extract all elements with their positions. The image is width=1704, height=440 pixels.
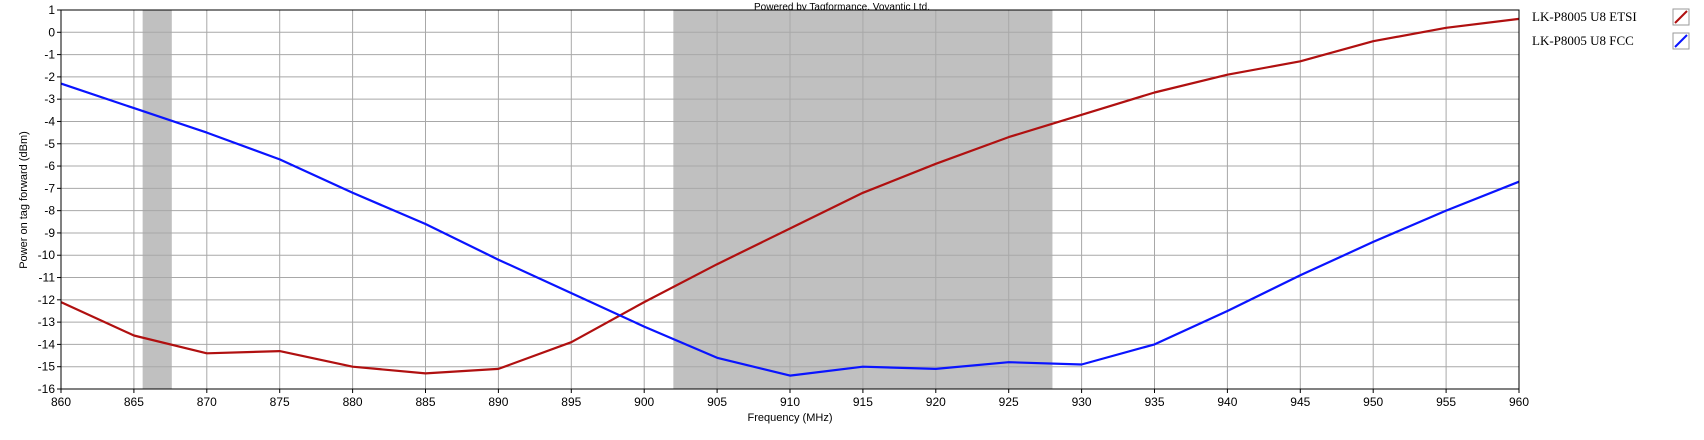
y-tick-label: -2: [44, 70, 55, 84]
x-axis-title: Frequency (MHz): [748, 412, 833, 424]
y-tick-label: -7: [44, 181, 55, 195]
x-tick-label: 905: [707, 395, 727, 409]
plot-frame: [60, 9, 1520, 390]
y-tick-label: -12: [38, 293, 56, 307]
y-axis-title: Power on tag forward (dBm): [18, 131, 30, 269]
series-line: [60, 17, 1520, 375]
y-tick-label: 1: [48, 3, 55, 17]
y-tick-label: -4: [44, 114, 55, 128]
x-tick-label: 885: [415, 395, 435, 409]
x-tick-label: 930: [1072, 395, 1092, 409]
x-tick-label: 860: [51, 395, 71, 409]
y-tick-label: -11: [39, 271, 56, 285]
x-tick-label: 920: [926, 395, 946, 409]
legend-swatch-line: [1674, 10, 1688, 24]
y-tick-label: -13: [38, 315, 56, 329]
x-tick-label: 960: [1509, 395, 1529, 409]
series-line: [60, 82, 1520, 377]
x-tick-label: 915: [853, 395, 873, 409]
y-tick-label: -9: [44, 226, 55, 240]
x-tick-label: 875: [270, 395, 290, 409]
shaded-band: [142, 10, 172, 389]
y-tick-label: 0: [48, 25, 55, 39]
y-tick-label: -6: [44, 159, 55, 173]
x-tick-label: 870: [197, 395, 217, 409]
x-tick-label: 935: [1144, 395, 1164, 409]
grid-lines: [60, 9, 1520, 390]
x-tick-label: 865: [124, 395, 144, 409]
y-tick-label: -16: [38, 382, 56, 396]
x-tick-label: 945: [1290, 395, 1310, 409]
y-tick-label: -14: [38, 337, 56, 351]
x-tick-label: 955: [1436, 395, 1456, 409]
y-tick-label: -10: [38, 248, 56, 262]
y-tick-label: -15: [38, 360, 56, 374]
y-tick-label: -1: [44, 48, 55, 62]
legend-label: LK-P8005 U8 ETSI: [1532, 9, 1637, 24]
chart-credit: Powered by Tagformance, Voyantic Ltd.: [754, 2, 930, 13]
y-tick-label: -5: [44, 137, 55, 151]
x-tick-label: 940: [1217, 395, 1237, 409]
y-tick-label: -8: [44, 204, 55, 218]
x-tick-label: 900: [634, 395, 654, 409]
legend-label: LK-P8005 U8 FCC: [1532, 33, 1634, 48]
x-tick-label: 880: [343, 395, 363, 409]
x-tick-label: 910: [780, 395, 800, 409]
y-tick-label: -3: [44, 92, 55, 106]
legend: LK-P8005 U8 ETSI LK-P8005 U8 FCC: [1532, 8, 1690, 50]
x-tick-label: 925: [999, 395, 1019, 409]
shaded-bands: [142, 10, 1053, 389]
x-tick-label: 895: [561, 395, 581, 409]
y-axis-ticks: 1 0 -1 -2 -3 -4 -5 -6 -7 -8 -9 -10 -11 -12 -13 -14 -15 -1…: [38, 3, 61, 396]
x-axis-ticks: 860 865 870 875 880 885 890 895 900 905 910 915 920 9…: [51, 389, 1529, 409]
legend-swatch-line: [1674, 34, 1688, 48]
x-tick-label: 950: [1363, 395, 1383, 409]
x-tick-label: 890: [488, 395, 508, 409]
series-lines: [60, 17, 1520, 377]
